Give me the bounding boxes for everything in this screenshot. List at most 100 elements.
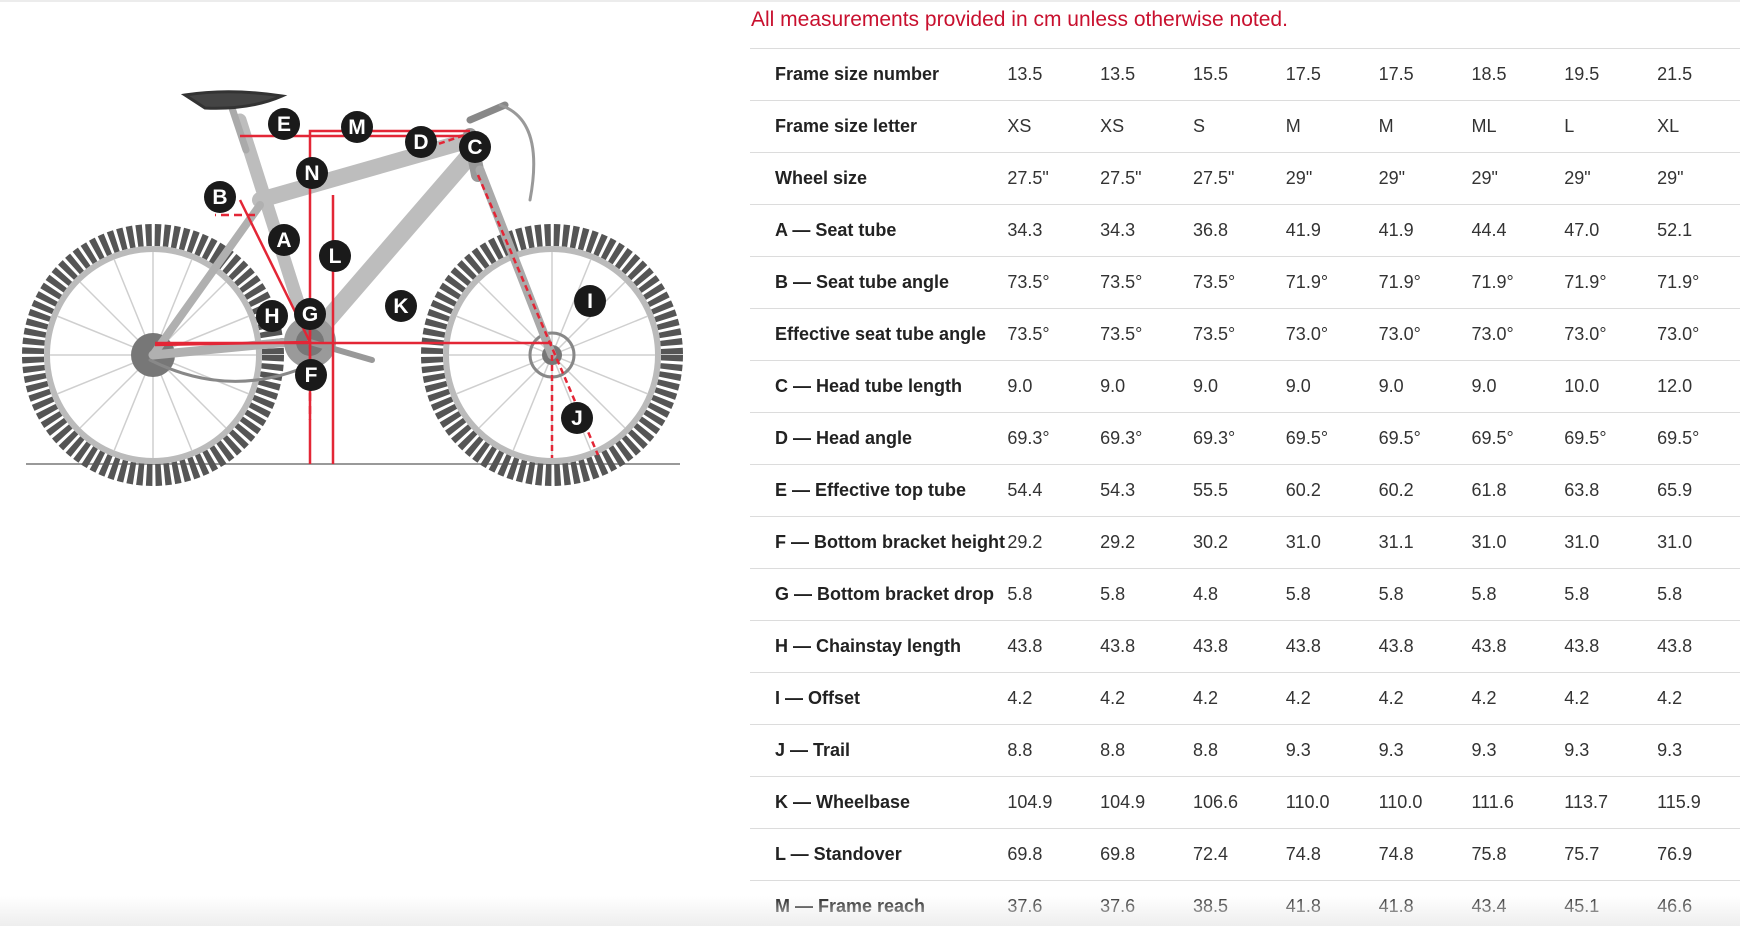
table-cell: 36.8	[1192, 204, 1286, 257]
table-cell: 4.2	[1564, 672, 1658, 725]
marker-e: E	[268, 108, 300, 140]
table-cell: ML	[1471, 100, 1565, 153]
table-row: J — Trail 8.8 8.8 8.8 9.3 9.3 9.3 9.3 9.3	[750, 724, 1740, 777]
marker-j: J	[561, 402, 593, 434]
table-cell: 4.2	[1285, 672, 1379, 725]
table-cell: 73.5°	[1007, 256, 1101, 309]
table-cell: 9.3	[1564, 724, 1658, 777]
table-cell: 104.9	[1100, 776, 1193, 829]
geometry-table: Frame size number 13.5 13.5 15.5 17.5 17.5 18.…	[750, 48, 1740, 933]
table-cell: 43.8	[1285, 620, 1379, 673]
table-cell: 52.1	[1657, 204, 1740, 257]
table-cell: 71.9°	[1378, 256, 1472, 309]
row-label: I — Offset	[750, 672, 1008, 725]
table-cell: 74.8	[1378, 828, 1472, 881]
table-cell: 75.8	[1471, 828, 1565, 881]
table-cell: 43.8	[1564, 620, 1658, 673]
svg-text:A: A	[276, 229, 291, 252]
top-divider	[0, 0, 1740, 2]
table-cell: 5.8	[1471, 568, 1565, 621]
table-cell: 43.8	[1471, 620, 1565, 673]
table-cell: 69.3°	[1192, 412, 1286, 465]
table-cell: 17.5	[1378, 48, 1472, 101]
table-row: G — Bottom bracket drop 5.8 5.8 4.8 5.8 5.8 5.…	[750, 568, 1740, 621]
table-cell: S	[1192, 100, 1286, 153]
table-row: H — Chainstay length 43.8 43.8 43.8 43.8 43.8…	[750, 620, 1740, 673]
table-cell: 43.8	[1657, 620, 1740, 673]
marker-n: N	[296, 157, 328, 189]
row-label: D — Head angle	[750, 412, 1008, 465]
svg-text:I: I	[587, 290, 593, 313]
table-cell: 5.8	[1100, 568, 1193, 621]
table-row: Frame size letter XS XS S M M ML L XL	[750, 100, 1740, 153]
table-cell: 5.8	[1657, 568, 1740, 621]
table-cell: 41.9	[1285, 204, 1379, 257]
table-cell: 27.5"	[1192, 152, 1286, 205]
table-cell: 69.3°	[1100, 412, 1193, 465]
table-cell: 44.4	[1471, 204, 1565, 257]
table-row: M — Frame reach 37.6 37.6 38.5 41.8 41.8 43.4 4…	[750, 880, 1740, 933]
row-label: C — Head tube length	[750, 360, 1008, 413]
table-cell: 13.5	[1007, 48, 1101, 101]
table-cell: 45.1	[1564, 880, 1658, 933]
table-cell: 30.2	[1192, 516, 1286, 569]
table-cell: 54.3	[1100, 464, 1193, 517]
table-cell: 34.3	[1100, 204, 1193, 257]
table-cell: 5.8	[1378, 568, 1472, 621]
table-cell: 43.8	[1007, 620, 1101, 673]
table-row: D — Head angle 69.3° 69.3° 69.3° 69.5° 69.5° 6…	[750, 412, 1740, 465]
table-row: L — Standover 69.8 69.8 72.4 74.8 74.8 75.8 75.…	[750, 828, 1740, 881]
row-label: Frame size number	[750, 48, 1008, 101]
table-cell: 71.9°	[1657, 256, 1740, 309]
table-cell: 63.8	[1564, 464, 1658, 517]
table-cell: 110.0	[1285, 776, 1379, 829]
table-cell: 41.8	[1378, 880, 1472, 933]
table-cell: 104.9	[1007, 776, 1101, 829]
table-cell: 71.9°	[1471, 256, 1565, 309]
table-cell: 10.0	[1564, 360, 1658, 413]
table-row: K — Wheelbase 104.9 104.9 106.6 110.0 110.0 11…	[750, 776, 1740, 829]
table-row: Effective seat tube angle 73.5° 73.5° 73.5°…	[750, 308, 1740, 361]
table-cell: 29.2	[1007, 516, 1101, 569]
table-row: C — Head tube length 9.0 9.0 9.0 9.0 9.0 9.0 10…	[750, 360, 1740, 413]
table-cell: 8.8	[1007, 724, 1101, 777]
table-cell: 65.9	[1657, 464, 1740, 517]
marker-g: G	[294, 298, 326, 330]
table-cell: 73.5°	[1100, 256, 1193, 309]
table-cell: 69.5°	[1471, 412, 1565, 465]
table-cell: 113.7	[1564, 776, 1658, 829]
table-cell: 72.4	[1192, 828, 1286, 881]
table-cell: 71.9°	[1564, 256, 1658, 309]
measurement-markers: A B C D E F G H I J K L M N	[204, 108, 606, 434]
table-row: Frame size number 13.5 13.5 15.5 17.5 17.5 18.…	[750, 48, 1740, 101]
table-cell: 34.3	[1007, 204, 1101, 257]
table-cell: 4.2	[1471, 672, 1565, 725]
table-cell: 73.0°	[1657, 308, 1740, 361]
svg-text:J: J	[571, 407, 583, 430]
table-cell: 4.2	[1100, 672, 1193, 725]
table-cell: 13.5	[1100, 48, 1193, 101]
svg-text:N: N	[304, 162, 319, 185]
svg-text:C: C	[467, 136, 482, 159]
table-cell: 29"	[1564, 152, 1658, 205]
table-cell: 5.8	[1564, 568, 1658, 621]
table-cell: 69.8	[1007, 828, 1101, 881]
svg-text:E: E	[277, 113, 291, 136]
table-cell: 61.8	[1471, 464, 1565, 517]
row-label: Frame size letter	[750, 100, 1008, 153]
row-label: G — Bottom bracket drop	[750, 568, 1008, 621]
table-cell: 54.4	[1007, 464, 1101, 517]
row-label: K — Wheelbase	[750, 776, 1008, 829]
row-label: E — Effective top tube	[750, 464, 1008, 517]
table-row: E — Effective top tube 54.4 54.3 55.5 60.2 60…	[750, 464, 1740, 517]
table-cell: 43.8	[1192, 620, 1286, 673]
table-cell: 46.6	[1657, 880, 1740, 933]
table-cell: XS	[1100, 100, 1193, 153]
table-cell: 69.5°	[1564, 412, 1658, 465]
table-cell: 69.5°	[1285, 412, 1379, 465]
table-row: Wheel size 27.5" 27.5" 27.5" 29" 29" 29" 29" 29"	[750, 152, 1740, 205]
table-cell: XL	[1657, 100, 1740, 153]
measurement-note: All measurements provided in cm unless o…	[751, 8, 1288, 31]
table-cell: 17.5	[1285, 48, 1379, 101]
bike-geometry-diagram: A B C D E F G H I J K L M N	[22, 90, 683, 486]
